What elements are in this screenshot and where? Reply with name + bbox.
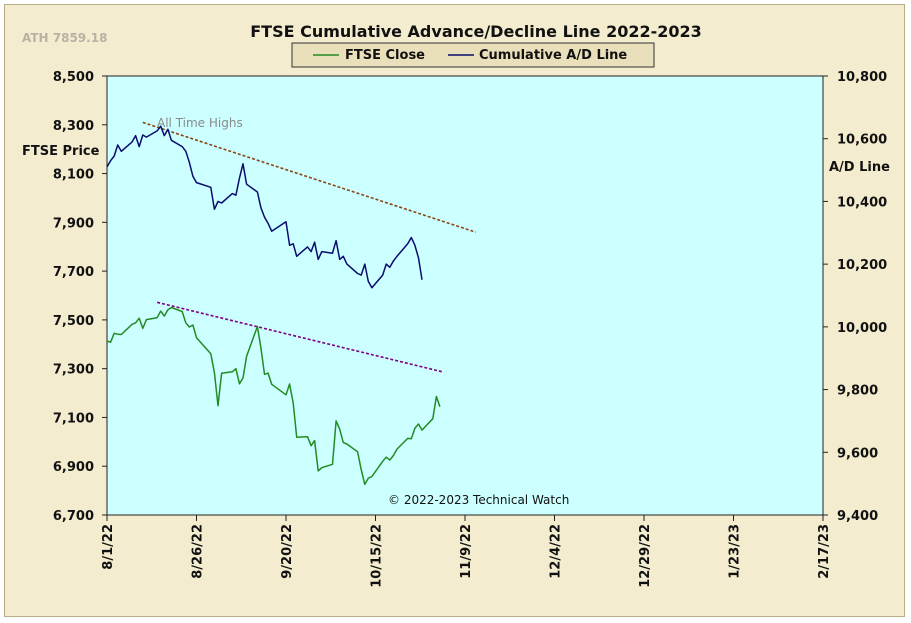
series-lines: [106, 125, 441, 486]
x-tick-label: 10/15/22: [370, 524, 385, 588]
x-tick-label: 8/26/22: [191, 524, 206, 579]
right-tick-label: 9,600: [837, 446, 878, 461]
x-tick-label: 2/17/23: [817, 524, 832, 579]
right-tick-label: 10,000: [837, 321, 887, 336]
left-tick-label: 6,700: [53, 509, 94, 524]
right-tick-label: 10,800: [837, 70, 887, 85]
right-tick-label: 9,800: [837, 384, 878, 399]
left-tick-label: 7,300: [53, 363, 94, 378]
left-tick-label: 7,500: [53, 314, 94, 329]
ftse-trendline: [156, 301, 444, 373]
left-tick-label: 8,300: [53, 119, 94, 134]
left-tick-label: 8,500: [53, 70, 94, 85]
left-axis-label: FTSE Price: [22, 144, 100, 159]
x-tick-label: 11/9/22: [459, 524, 474, 579]
legend-label-ad: Cumulative A/D Line: [479, 48, 627, 63]
left-tick-label: 7,900: [53, 216, 94, 231]
ath-label: ATH 7859.18: [22, 31, 107, 45]
plot-area: [106, 75, 824, 516]
trendlines: [142, 121, 476, 373]
right-axis-label: A/D Line: [829, 160, 890, 175]
x-tick-label: 9/20/22: [280, 524, 295, 579]
right-tick-label: 10,600: [837, 133, 887, 148]
x-tick-label: 8/1/22: [101, 524, 116, 570]
copyright-label: © 2022-2023 Technical Watch: [388, 493, 569, 507]
right-axis: 9,400 9,600 9,800 10,000 10,200 10,400 10,600 1…: [823, 70, 887, 524]
left-tick-label: 6,900: [53, 460, 94, 475]
ad-trendline: [142, 121, 476, 233]
right-tick-label: 9,400: [837, 509, 878, 524]
x-tick-label: 12/29/22: [638, 524, 653, 588]
all-time-highs-annotation: All Time Highs: [157, 116, 243, 130]
x-tick-label: 1/23/23: [728, 524, 743, 579]
x-tick-label: 12/4/22: [549, 524, 564, 579]
right-tick-label: 10,200: [837, 258, 887, 273]
ftse-close-line: [106, 306, 441, 486]
left-axis: 6,700 6,900 7,100 7,300 7,500 7,700 7,900 8,100…: [53, 70, 107, 524]
legend-label-ftse: FTSE Close: [345, 48, 425, 63]
left-tick-label: 8,100: [53, 168, 94, 183]
x-axis: 8/1/22 8/26/22 9/20/22 10/15/22 11/9/22 12/4/…: [101, 515, 832, 588]
left-tick-label: 7,700: [53, 265, 94, 280]
legend: FTSE Close Cumulative A/D Line: [291, 42, 655, 68]
chart-title: FTSE Cumulative Advance/Decline Line 202…: [250, 22, 702, 41]
ad-line: [106, 125, 423, 289]
left-tick-label: 7,100: [53, 411, 94, 426]
right-tick-label: 10,400: [837, 195, 887, 210]
